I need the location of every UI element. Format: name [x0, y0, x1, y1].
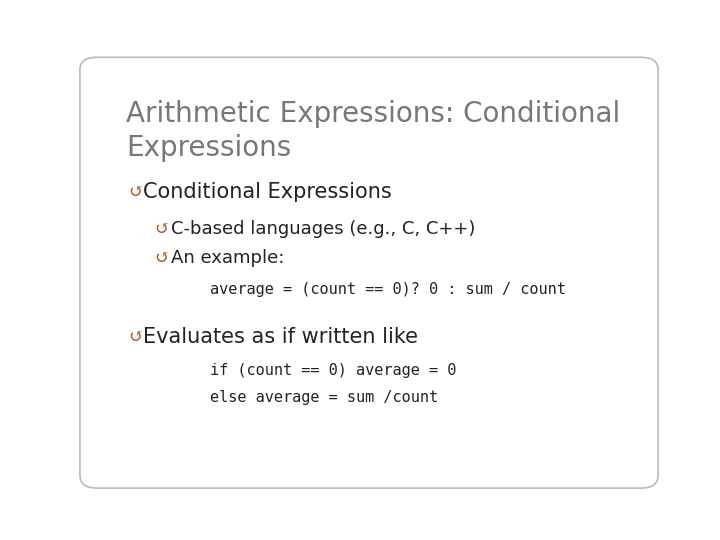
Text: Arithmetic Expressions: Conditional
Expressions: Arithmetic Expressions: Conditional Expr…	[126, 100, 621, 161]
Text: else average = sum /count: else average = sum /count	[210, 390, 438, 405]
Text: ↺: ↺	[154, 220, 169, 238]
Text: C-based languages (e.g., C, C++): C-based languages (e.g., C, C++)	[171, 220, 475, 238]
Text: An example:: An example:	[171, 249, 284, 267]
Text: average = (count == 0)? 0 : sum / count: average = (count == 0)? 0 : sum / count	[210, 282, 566, 297]
Text: if (count == 0) average = 0: if (count == 0) average = 0	[210, 363, 456, 378]
Text: ↺: ↺	[154, 249, 169, 267]
Text: Evaluates as if written like: Evaluates as if written like	[143, 327, 418, 347]
Text: ↺: ↺	[128, 328, 143, 346]
FancyBboxPatch shape	[80, 57, 658, 488]
Text: Conditional Expressions: Conditional Expressions	[143, 181, 392, 201]
Text: ↺: ↺	[128, 183, 143, 201]
